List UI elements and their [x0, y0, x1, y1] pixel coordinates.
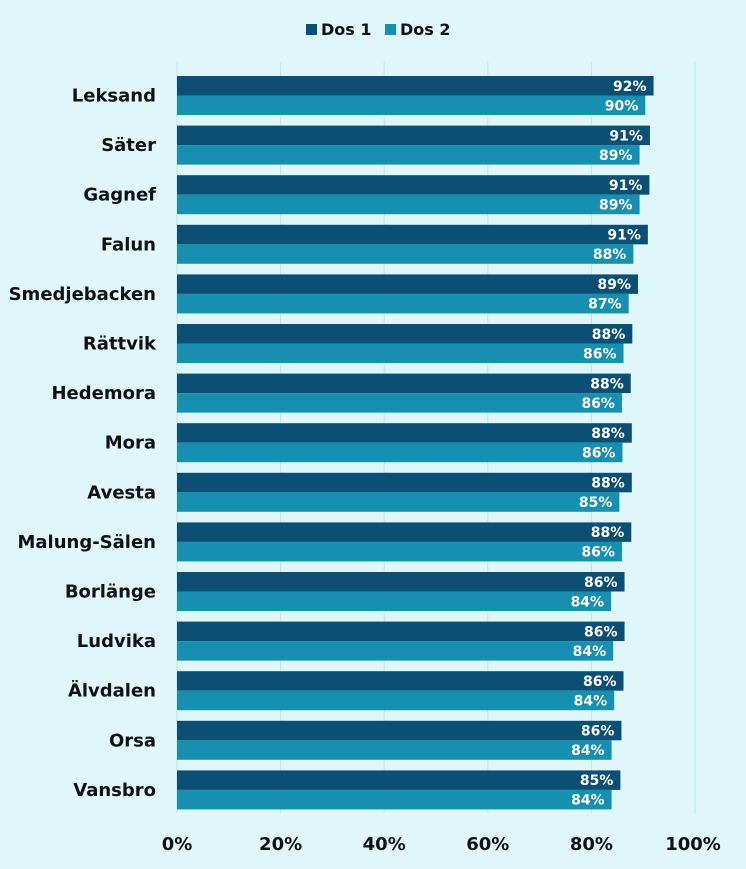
- data-label: 91%: [607, 228, 641, 244]
- category-label: Ludvika: [77, 631, 156, 652]
- data-label: 86%: [581, 545, 615, 561]
- bar: [177, 274, 639, 294]
- category-label: Älvdalen: [68, 680, 156, 702]
- category-label: Mora: [105, 433, 156, 454]
- bar: [177, 442, 623, 463]
- bars: 92% 90% 91% 89% 91% 89% 91% 88% 89% 87% 88% 86% 88% 8…: [177, 76, 654, 810]
- category-label: Hedemora: [51, 383, 156, 404]
- x-axis-tick-labels: 0% 20% 40% 60% 80% 100%: [162, 834, 721, 855]
- category-label: Orsa: [109, 730, 156, 751]
- bar: [177, 145, 640, 165]
- data-label: 87%: [588, 297, 622, 313]
- data-label: 91%: [609, 178, 643, 194]
- legend-label: Dos 2: [400, 20, 451, 39]
- bar: [177, 641, 614, 661]
- data-label: 86%: [583, 674, 617, 690]
- data-label: 88%: [591, 525, 625, 541]
- bar: [177, 343, 624, 363]
- data-label: 86%: [581, 396, 615, 412]
- legend-swatch: [385, 24, 396, 35]
- category-label: Smedjebacken: [9, 284, 156, 305]
- bar: [177, 125, 650, 146]
- x-tick-label: 20%: [259, 834, 302, 855]
- bar: [177, 522, 632, 542]
- data-label: 86%: [584, 624, 618, 640]
- category-label: Gagnef: [83, 185, 156, 206]
- data-label: 88%: [591, 426, 625, 442]
- bar: [177, 423, 632, 443]
- bar: [177, 293, 629, 314]
- data-label: 86%: [581, 724, 615, 740]
- data-label: 84%: [571, 793, 605, 809]
- bar: [177, 789, 612, 810]
- data-label: 88%: [593, 247, 627, 263]
- x-tick-label: 80%: [570, 834, 613, 855]
- data-label: 86%: [582, 445, 616, 461]
- data-label: 85%: [579, 495, 613, 511]
- bar: [177, 472, 632, 493]
- data-label: 89%: [598, 277, 632, 293]
- data-label: 84%: [571, 743, 605, 759]
- data-label: 84%: [571, 594, 605, 610]
- category-labels: Leksand Säter Gagnef Falun Smedjebacken Rättv…: [9, 86, 157, 801]
- data-label: 90%: [605, 98, 639, 114]
- category-label: Falun: [101, 234, 156, 255]
- legend-swatch: [306, 24, 317, 35]
- data-label: 89%: [599, 197, 633, 213]
- bar: [177, 671, 624, 691]
- data-label: 86%: [584, 575, 618, 591]
- x-tick-label: 100%: [665, 834, 721, 855]
- bar: [177, 194, 640, 215]
- bar: [177, 770, 621, 790]
- bar: [177, 492, 620, 512]
- data-label: 86%: [583, 346, 617, 362]
- data-label: 89%: [599, 148, 633, 164]
- data-label: 91%: [609, 128, 643, 144]
- x-tick-label: 0%: [162, 834, 193, 855]
- legend: Dos 1 Dos 2: [306, 20, 451, 39]
- bar: [177, 244, 634, 264]
- data-label: 84%: [573, 644, 607, 660]
- category-label: Vansbro: [73, 780, 156, 801]
- bar: [177, 175, 650, 195]
- x-tick-label: 60%: [466, 834, 509, 855]
- bar: [177, 720, 622, 741]
- bar: [177, 373, 631, 394]
- bar: [177, 393, 622, 413]
- bar: [177, 95, 646, 115]
- data-label: 88%: [590, 376, 624, 392]
- bar: [177, 324, 633, 344]
- bar: [177, 740, 612, 760]
- category-label: Borlänge: [65, 582, 156, 603]
- category-label: Avesta: [87, 482, 156, 503]
- bar: [177, 591, 612, 611]
- bar: [177, 76, 654, 96]
- data-label: 92%: [613, 79, 647, 95]
- x-tick-label: 40%: [363, 834, 406, 855]
- data-label: 88%: [592, 327, 626, 343]
- category-label: Säter: [101, 135, 156, 156]
- category-label: Malung-Sälen: [17, 532, 156, 553]
- category-label: Leksand: [72, 86, 156, 107]
- legend-label: Dos 1: [321, 20, 372, 39]
- bar: [177, 541, 622, 562]
- data-label: 85%: [580, 773, 614, 789]
- category-label: Rättvik: [83, 334, 157, 355]
- bar: [177, 572, 625, 592]
- bar: [177, 690, 615, 711]
- data-label: 88%: [591, 476, 625, 492]
- bar: [177, 224, 648, 245]
- bar: [177, 621, 625, 642]
- data-label: 84%: [574, 693, 608, 709]
